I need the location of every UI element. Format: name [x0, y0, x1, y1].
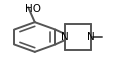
Text: N: N — [61, 32, 69, 42]
Text: N: N — [87, 32, 95, 42]
Text: HO: HO — [25, 4, 41, 14]
